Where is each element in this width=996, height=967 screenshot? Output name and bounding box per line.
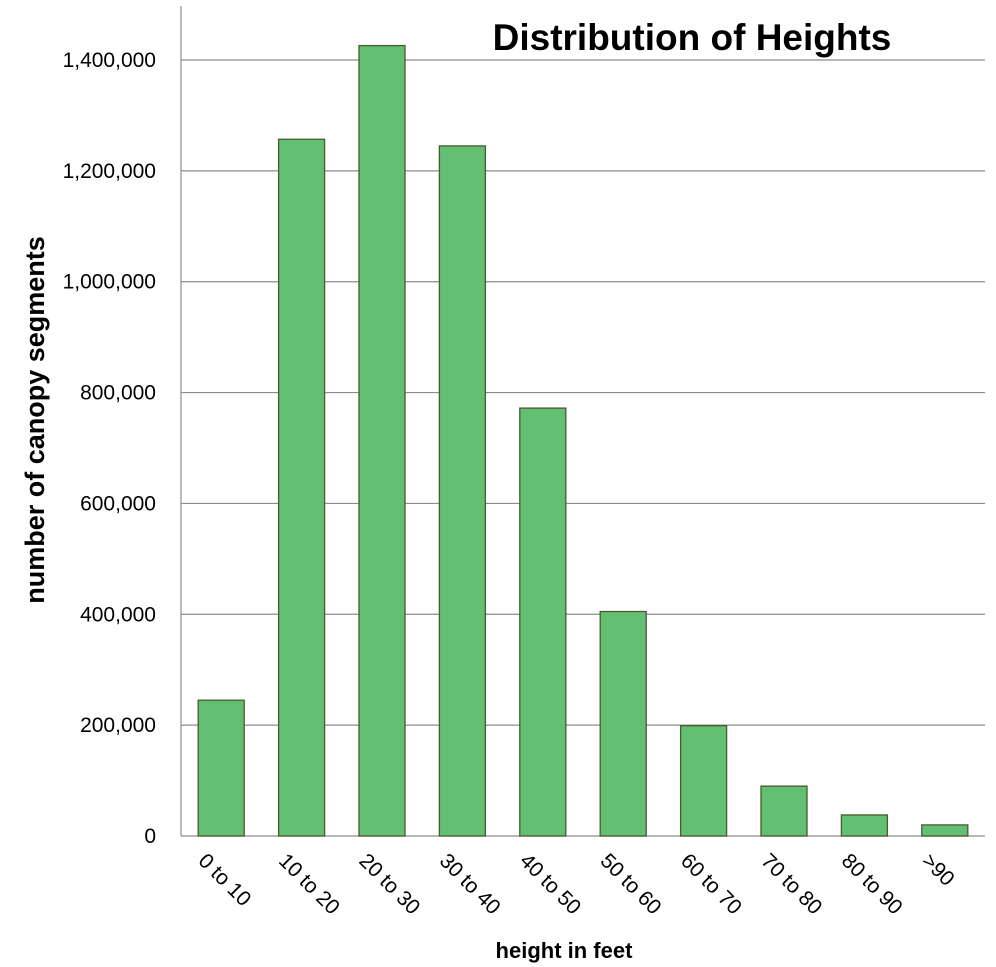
y-tick-label: 0 bbox=[144, 825, 156, 848]
bar bbox=[197, 699, 245, 837]
bar bbox=[277, 138, 326, 837]
bars bbox=[197, 44, 969, 837]
x-tick-label: 50 to 60 bbox=[596, 849, 666, 919]
x-axis-label: height in feet bbox=[496, 938, 634, 963]
y-tick-label: 200,000 bbox=[80, 714, 156, 737]
x-tick-label: 70 to 80 bbox=[756, 849, 826, 919]
y-tick-label: 800,000 bbox=[80, 382, 156, 405]
x-tick-labels: 0 to 10 10 to 20 20 to 30 30 to 40 40 to 50 5… bbox=[194, 849, 959, 919]
bar bbox=[760, 785, 808, 837]
y-tick-label: 1,200,000 bbox=[63, 160, 156, 183]
bar bbox=[679, 725, 728, 837]
bar bbox=[358, 44, 406, 837]
y-tick-label: 1,400,000 bbox=[63, 49, 156, 72]
x-tick-label: 10 to 20 bbox=[274, 849, 344, 919]
y-tick-label: 400,000 bbox=[80, 603, 156, 626]
bar bbox=[599, 610, 647, 837]
bar bbox=[921, 824, 969, 837]
y-tick-label: 1,000,000 bbox=[63, 271, 156, 294]
x-tick-label: 20 to 30 bbox=[354, 849, 424, 919]
bar bbox=[438, 145, 487, 837]
x-tick-label: 80 to 90 bbox=[837, 849, 907, 919]
x-tick-label: 0 to 10 bbox=[194, 849, 256, 911]
y-axis-label: number of canopy segments bbox=[20, 236, 50, 604]
x-tick-label: 60 to 70 bbox=[676, 849, 746, 919]
x-tick-label: >90 bbox=[917, 849, 958, 890]
y-tick-label: 600,000 bbox=[80, 492, 156, 515]
x-tick-label: 30 to 40 bbox=[435, 849, 505, 919]
x-tick-label: 40 to 50 bbox=[515, 849, 585, 919]
y-tick-labels: 0 200,000 400,000 600,000 800,000 1,000,000 1,… bbox=[63, 49, 156, 848]
chart-title: Distribution of Heights bbox=[493, 17, 892, 58]
bar bbox=[840, 814, 889, 837]
bar bbox=[519, 407, 567, 837]
